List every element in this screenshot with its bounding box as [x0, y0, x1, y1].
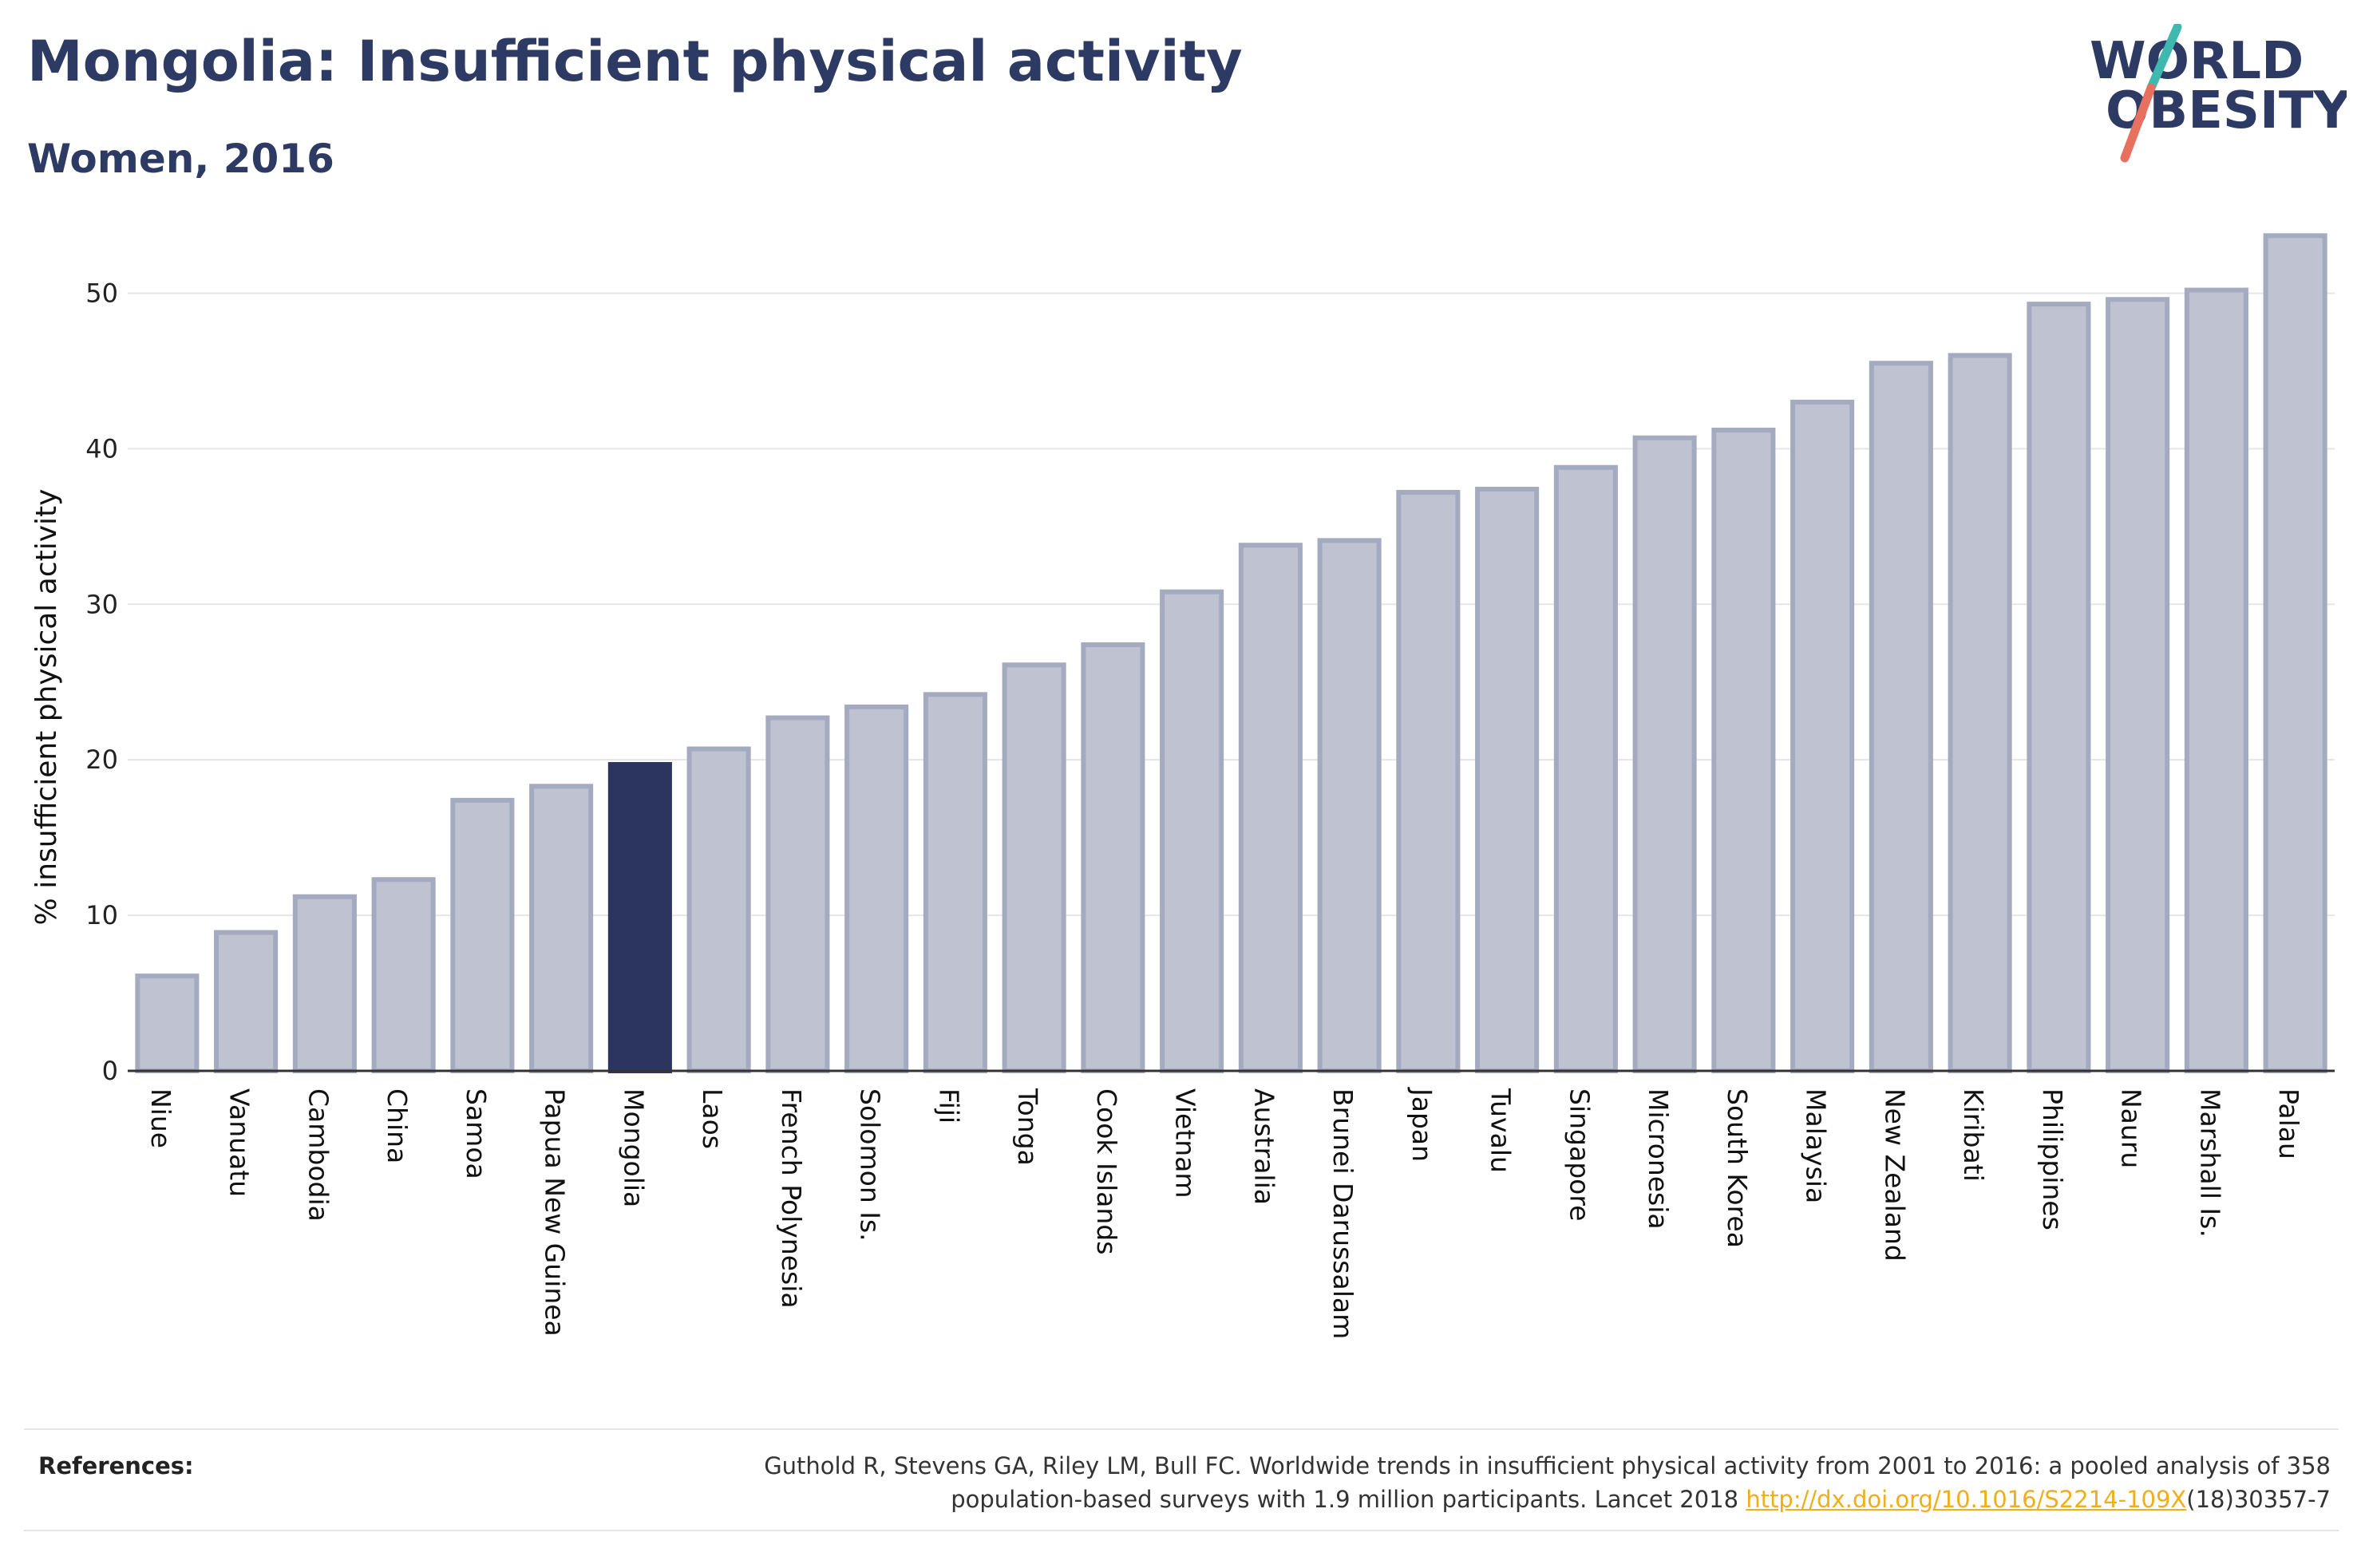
- bar-malaysia: [1790, 399, 1855, 1073]
- bar-tuvalu: [1475, 487, 1540, 1073]
- bar-french-polynesia: [765, 715, 830, 1073]
- x-tick-label: Japan: [1406, 1087, 1438, 1162]
- x-tick-label: Australia: [1248, 1088, 1279, 1205]
- x-tick-label: South Korea: [1722, 1088, 1753, 1248]
- bar-vanuatu: [214, 930, 279, 1073]
- x-tick-label: Vietnam: [1170, 1088, 1201, 1199]
- bar-brunei-darussalam: [1317, 538, 1382, 1073]
- x-tick-label: Solomon Is.: [855, 1088, 886, 1242]
- reference-line-2-end: (18)30357-7: [2186, 1486, 2331, 1513]
- x-tick-label: Malaysia: [1801, 1088, 1832, 1203]
- x-tick-label: Samoa: [461, 1088, 492, 1179]
- logo-slash-bottom: [2120, 83, 2156, 163]
- world-obesity-logo: WORLD OBESITY: [2090, 24, 2347, 163]
- y-tick-label: 0: [102, 1056, 118, 1086]
- y-tick-label: 50: [85, 278, 118, 308]
- logo-slash-top: [2146, 24, 2182, 93]
- bar-samoa: [450, 797, 515, 1073]
- y-tick-label: 40: [85, 433, 118, 464]
- logo-word-world: WORLD: [2090, 32, 2304, 91]
- x-tick-label: Papua New Guinea: [540, 1088, 571, 1337]
- bar-vietnam: [1160, 589, 1224, 1073]
- x-tick-label: Marshall Is.: [2194, 1088, 2225, 1238]
- bar-papua-new-guinea: [529, 784, 594, 1073]
- reference-line-2: population-based surveys with 1.9 millio…: [951, 1486, 1746, 1513]
- bar-fiji: [923, 692, 987, 1073]
- reference-doi-link[interactable]: http://dx.doi.org/10.1016/S2214-109X: [1746, 1486, 2187, 1513]
- x-tick-label: New Zealand: [1879, 1088, 1910, 1262]
- bar-singapore: [1553, 464, 1618, 1073]
- y-tick-label: 20: [85, 745, 118, 775]
- bar-new-zealand: [1869, 361, 1933, 1073]
- bar-philippines: [2027, 302, 2091, 1073]
- x-tick-label: Nauru: [2116, 1088, 2147, 1168]
- y-tick-label: 30: [85, 589, 118, 619]
- references-footer: References: Guthold R, Stevens GA, Riley…: [24, 1428, 2339, 1531]
- bars: [135, 233, 2327, 1074]
- references-label: References:: [38, 1452, 194, 1479]
- bar-cambodia: [292, 894, 357, 1073]
- bar-south-korea: [1711, 427, 1776, 1073]
- x-tick-label: Cambodia: [303, 1088, 334, 1222]
- x-tick-label: Laos: [697, 1088, 728, 1149]
- y-tick-label: 10: [85, 900, 118, 930]
- x-tick-label: Kiribati: [1958, 1088, 1989, 1182]
- references-text: Guthold R, Stevens GA, Riley LM, Bull FC…: [495, 1449, 2331, 1516]
- bar-australia: [1238, 543, 1303, 1073]
- reference-line-1: Guthold R, Stevens GA, Riley LM, Bull FC…: [764, 1452, 2331, 1479]
- x-tick-label: Mongolia: [618, 1088, 649, 1207]
- bar-tonga: [1002, 662, 1066, 1074]
- x-tick-label: Cook Islands: [1091, 1088, 1122, 1254]
- x-tick-label: Philippines: [2037, 1088, 2068, 1230]
- x-tick-label: Tuvalu: [1485, 1088, 1517, 1173]
- x-tick-label: Vanuatu: [224, 1088, 255, 1197]
- labels: 0 10 20 30 40 50 Niue Vanuatu Cambodia China Samoa…: [30, 278, 2304, 1339]
- y-axis-label: % insufficient physical activity: [30, 489, 63, 926]
- bar-cook-islands: [1081, 642, 1145, 1073]
- x-tick-label: Micronesia: [1643, 1088, 1674, 1230]
- bar-niue: [135, 974, 200, 1074]
- bar-marshall-is-: [2184, 287, 2248, 1074]
- bar-solomon-is-: [844, 704, 909, 1073]
- bar-mongolia: [607, 762, 672, 1074]
- bar-japan: [1396, 489, 1461, 1073]
- bar-micronesia: [1632, 435, 1697, 1073]
- x-tick-label: Brunei Darussalam: [1327, 1088, 1358, 1339]
- bar-laos: [686, 746, 751, 1074]
- chart-title: Mongolia: Insufficient physical activity: [27, 29, 1243, 94]
- bar-china: [371, 877, 436, 1074]
- x-tick-label: China: [382, 1088, 413, 1163]
- x-tick-label: Niue: [145, 1088, 176, 1148]
- bar-palau: [2263, 233, 2327, 1074]
- x-tick-label: Fiji: [933, 1088, 964, 1124]
- x-tick-label: French Polynesia: [776, 1088, 807, 1309]
- x-tick-label: Palau: [2273, 1088, 2304, 1159]
- x-tick-label: Singapore: [1564, 1088, 1595, 1221]
- bar-nauru: [2106, 297, 2170, 1073]
- bar-kiribati: [1948, 353, 2012, 1074]
- bar-chart: 0 10 20 30 40 50 Niue Vanuatu Cambodia China Samoa…: [30, 233, 2335, 1339]
- x-tick-label: Tonga: [1012, 1088, 1043, 1166]
- chart-subtitle: Women, 2016: [27, 136, 334, 182]
